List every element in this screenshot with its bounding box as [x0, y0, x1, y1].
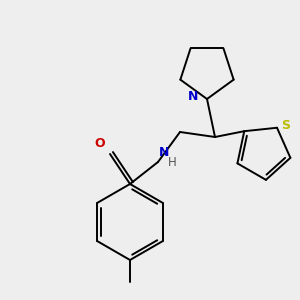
Text: N: N [159, 146, 169, 159]
Text: H: H [168, 157, 177, 169]
Text: N: N [188, 91, 198, 103]
Text: O: O [94, 137, 105, 150]
Text: S: S [281, 119, 290, 132]
